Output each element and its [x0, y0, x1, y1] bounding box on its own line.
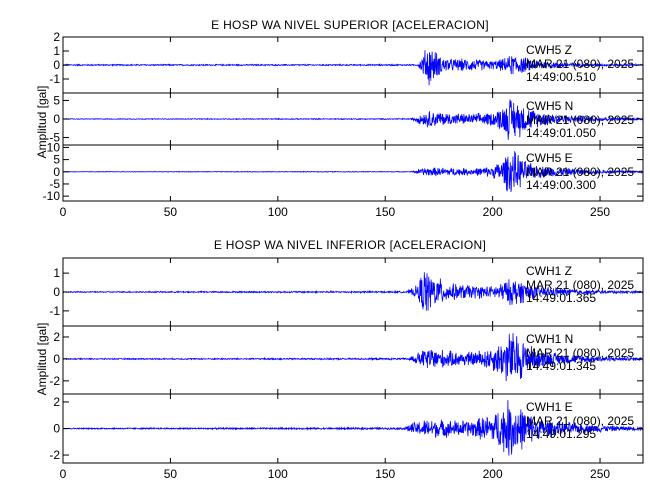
- y-tick-label: 2: [53, 30, 60, 44]
- upper-level-chart: E HOSP WA NIVEL SUPERIOR [ACELERACION] A…: [35, 18, 644, 219]
- x-tick-label: 0: [60, 205, 67, 219]
- y-axis-label-upper: Amplitud [gal]: [35, 86, 49, 159]
- y-tick-label: 5: [53, 93, 60, 107]
- y-tick-label: 0: [53, 112, 60, 126]
- y-tick-label: 1: [53, 44, 60, 58]
- x-tick-label: 250: [590, 205, 610, 219]
- record-date-label: MAR 21 (080), 2025: [526, 57, 634, 71]
- station-component-label: CWH5 N: [526, 99, 573, 113]
- y-tick-label: -1: [49, 304, 60, 318]
- y-tick-label: 2: [53, 330, 60, 344]
- waveform-line: [62, 272, 644, 311]
- x-tick-label: 100: [268, 467, 288, 481]
- record-time-label: 14:49:01.050: [526, 126, 596, 140]
- y-tick-label: 0: [53, 165, 60, 179]
- y-tick-label: 0: [53, 285, 60, 299]
- y-tick-label: -1: [49, 72, 60, 86]
- record-time-label: 14:49:01.365: [526, 291, 596, 305]
- station-component-label: CWH1 Z: [526, 264, 572, 278]
- record-time-label: 14:49:01.295: [526, 427, 596, 441]
- chart-title-upper: E HOSP WA NIVEL SUPERIOR [ACELERACION]: [211, 18, 489, 32]
- y-tick-label: -10: [43, 189, 61, 203]
- station-component-label: CWH5 E: [526, 151, 573, 165]
- waveform-line: [62, 400, 644, 456]
- x-tick-label: 200: [483, 205, 503, 219]
- x-tick-label: 150: [375, 205, 395, 219]
- waveform-line: [62, 333, 644, 382]
- y-tick-label: 0: [53, 352, 60, 366]
- y-tick-label: -5: [49, 177, 60, 191]
- y-axis-label-lower: Amplitud [gal]: [35, 323, 49, 396]
- y-tick-label: 10: [47, 140, 61, 154]
- record-date-label: MAR 21 (080), 2025: [526, 346, 634, 360]
- x-tick-label: 0: [60, 467, 67, 481]
- x-tick-label: 200: [483, 467, 503, 481]
- x-tick-label: 100: [268, 205, 288, 219]
- y-tick-label: 0: [53, 58, 60, 72]
- x-tick-label: 50: [164, 467, 178, 481]
- waveform-line: [62, 151, 644, 192]
- y-tick-label: -2: [49, 374, 60, 388]
- panel-frame: [62, 144, 644, 202]
- station-component-label: CWH5 Z: [526, 43, 572, 57]
- record-date-label: MAR 21 (080), 2025: [526, 165, 634, 179]
- record-date-label: MAR 21 (080), 2025: [526, 414, 634, 428]
- y-tick-label: 5: [53, 153, 60, 167]
- station-component-label: CWH1 N: [526, 332, 573, 346]
- waveform-line: [62, 99, 644, 140]
- chart-title-lower: E HOSP WA NIVEL INFERIOR [ACELERACION]: [214, 238, 486, 252]
- record-date-label: MAR 21 (080), 2025: [526, 113, 634, 127]
- y-tick-label: 2: [53, 395, 60, 409]
- lower-level-chart: E HOSP WA NIVEL INFERIOR [ACELERACION] A…: [35, 238, 644, 481]
- waveform-line: [62, 50, 644, 86]
- record-date-label: MAR 21 (080), 2025: [526, 278, 634, 292]
- x-tick-label: 50: [164, 205, 178, 219]
- y-tick-label: 0: [53, 422, 60, 436]
- y-tick-label: -5: [49, 131, 60, 145]
- record-time-label: 14:49:01.345: [526, 359, 596, 373]
- record-time-label: 14:49:00.300: [526, 178, 596, 192]
- x-tick-label: 150: [375, 467, 395, 481]
- y-tick-label: -2: [49, 448, 60, 462]
- station-component-label: CWH1 E: [526, 400, 573, 414]
- y-tick-label: 1: [53, 266, 60, 280]
- x-tick-label: 250: [590, 467, 610, 481]
- record-time-label: 14:49:00.510: [526, 70, 596, 84]
